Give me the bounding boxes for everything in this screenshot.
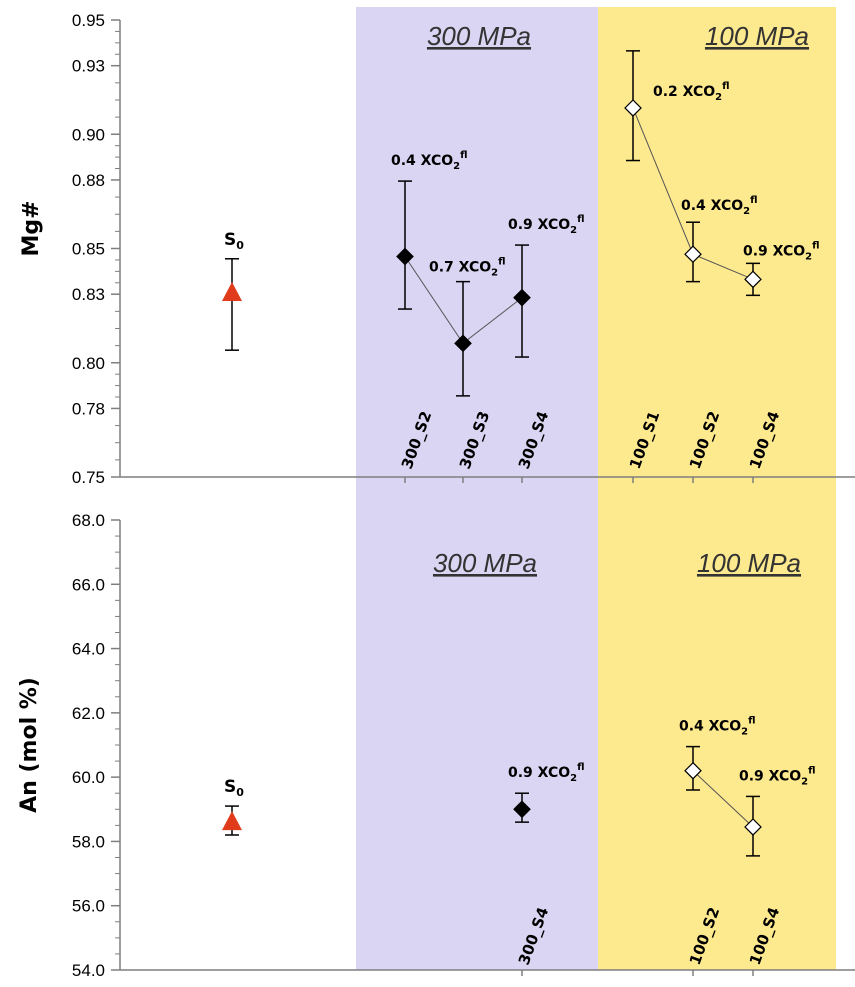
region-title-300mpa: 300 MPa <box>427 21 531 51</box>
open-diamond-marker <box>744 818 762 836</box>
y-tick-label: 0.88 <box>72 171 105 190</box>
y-tick-label: 62.0 <box>72 704 105 723</box>
y-tick-label: 0.80 <box>72 354 105 373</box>
filled-diamond-marker <box>396 247 414 266</box>
y-tick-label: 0.85 <box>72 240 105 259</box>
point-label: 0.4 XCO2fl <box>681 195 758 217</box>
y-tick-label: 60.0 <box>72 768 105 787</box>
point-label: 0.9 XCO2fl <box>739 765 816 787</box>
s0-triangle-marker <box>222 811 242 831</box>
open-diamond-marker <box>624 99 642 117</box>
point-label: 0.9 XCO2fl <box>743 240 820 262</box>
s0-label: S0 <box>224 230 244 252</box>
series-connector-line <box>692 770 754 828</box>
region-title-300mpa: 300 MPa <box>433 548 537 578</box>
point-label: 0.9 XCO2fl <box>508 762 585 784</box>
y-tick-label: 0.90 <box>72 125 105 144</box>
region-100mpa-bg <box>598 7 836 477</box>
y-tick-label: 66.0 <box>72 575 105 594</box>
filled-diamond-marker <box>454 334 472 353</box>
region-backgrounds <box>356 7 836 970</box>
filled-diamond-marker <box>513 800 531 819</box>
region-100mpa-bg <box>598 477 836 970</box>
y-tick-label: 0.75 <box>72 468 105 487</box>
y-tick-label: 64.0 <box>72 640 105 659</box>
y-axis-title: An (mol %) <box>17 677 42 813</box>
y-tick-label: 58.0 <box>72 832 105 851</box>
point-label: 0.7 XCO2fl <box>429 257 506 279</box>
open-diamond-marker <box>684 245 702 264</box>
region-title-100mpa: 100 MPa <box>705 21 809 51</box>
open-diamond-marker <box>684 761 702 780</box>
open-diamond-marker <box>744 270 762 289</box>
filled-diamond-marker <box>513 288 531 307</box>
region-300mpa-bg <box>356 7 598 477</box>
s0-triangle-marker <box>222 282 242 302</box>
y-tick-label: 0.93 <box>72 57 105 76</box>
point-label: 0.9 XCO2fl <box>508 214 585 236</box>
y-tick-label: 0.78 <box>72 399 105 418</box>
region-300mpa-bg <box>356 477 598 970</box>
data-marks <box>222 50 762 857</box>
point-label: 0.4 XCO2fl <box>391 150 468 172</box>
region-title-100mpa: 100 MPa <box>697 548 801 578</box>
y-axis-title: Mg# <box>19 200 44 256</box>
point-label: 0.4 XCO2fl <box>679 716 756 738</box>
point-label: 0.2 XCO2fl <box>653 81 730 103</box>
s0-label: S0 <box>224 777 244 799</box>
y-tick-label: 0.83 <box>72 285 105 304</box>
axes <box>111 19 855 976</box>
y-tick-label: 56.0 <box>72 897 105 916</box>
y-tick-label: 54.0 <box>72 961 105 980</box>
y-tick-label: 0.95 <box>72 11 105 30</box>
y-tick-label: 68.0 <box>72 511 105 530</box>
